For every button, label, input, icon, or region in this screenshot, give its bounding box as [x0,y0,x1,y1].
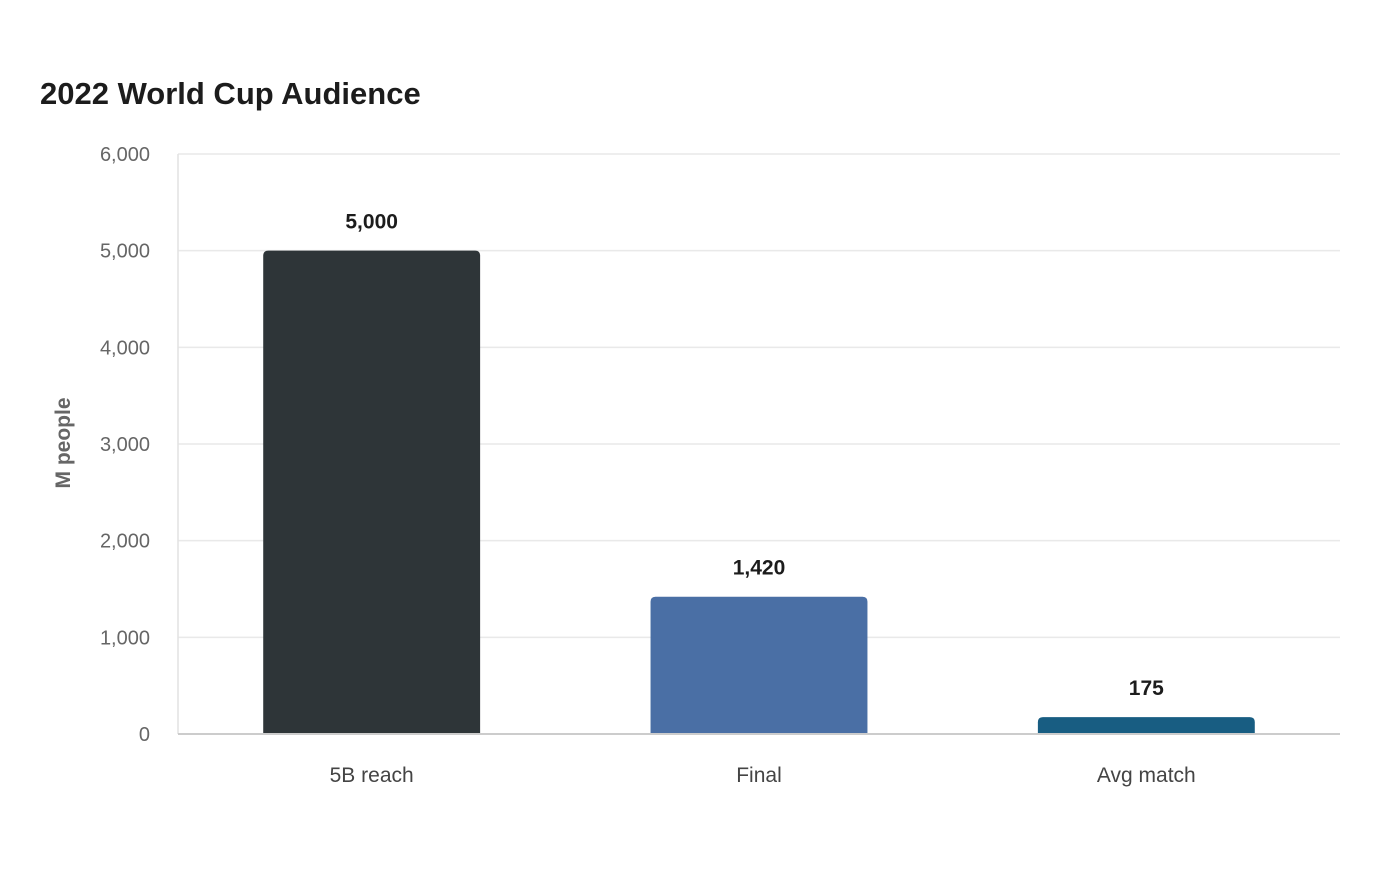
bar-value-label: 1,420 [733,557,786,580]
x-axis-categories: 5B reach Final Avg match [330,764,1196,787]
y-tick-label: 1,000 [100,627,150,649]
y-tick-label: 5,000 [100,241,150,263]
y-axis-title: M people [52,397,75,488]
x-category-label: Avg match [1097,764,1196,787]
bar [1037,717,1255,734]
bar-value-label: 5,000 [345,211,398,234]
bars [263,250,1255,734]
y-tick-label: 3,000 [100,434,150,456]
bar [263,250,481,734]
value-labels: 5,000 1,420 175 [345,211,1164,700]
y-tick-label: 4,000 [100,337,150,359]
y-axis-ticks: 0 1,000 2,000 3,000 4,000 5,000 6,000 [100,144,150,746]
y-tick-label: 6,000 [100,144,150,166]
y-tick-label: 0 [139,724,150,746]
bar [650,596,868,734]
x-category-label: Final [736,764,782,787]
y-tick-label: 2,000 [100,531,150,553]
chart-title: 2022 World Cup Audience [40,76,421,111]
x-category-label: 5B reach [330,764,414,787]
bar-value-label: 175 [1129,677,1164,700]
